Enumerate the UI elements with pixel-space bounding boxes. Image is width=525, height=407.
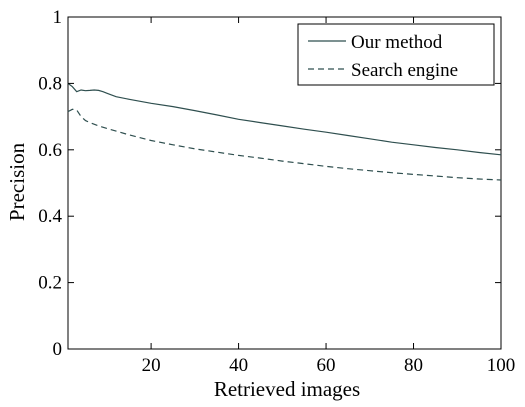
- y-tick-label: 0.6: [38, 140, 62, 161]
- x-tick-label: 40: [229, 355, 248, 376]
- legend-label-search-engine: Search engine: [351, 60, 458, 81]
- legend-box: [297, 23, 495, 86]
- x-tick-label: 60: [317, 355, 336, 376]
- y-tick-label: 1: [53, 7, 63, 28]
- plot-area-frame: [67, 16, 502, 350]
- y-tick-label: 0: [53, 339, 63, 360]
- x-tick-label: 80: [404, 355, 423, 376]
- y-tick-label: 0.8: [38, 73, 62, 94]
- x-tick-label: 20: [142, 355, 161, 376]
- y-tick-label: 0.4: [38, 206, 62, 227]
- series-line-search-engine: [67, 108, 502, 181]
- legend-label-our-method: Our method: [351, 32, 443, 53]
- y-tick-label: 0.2: [38, 273, 62, 294]
- plot-frame-group: [67, 16, 502, 350]
- x-tick-label: 100: [487, 355, 516, 376]
- ticks-group: 20 40 60 80 100 0 0.2 0.4 0.6 0.8 1: [38, 7, 515, 376]
- series-group: [67, 82, 502, 181]
- series-line-our-method: [67, 82, 502, 156]
- x-axis-label: Retrieved images: [214, 377, 360, 401]
- legend: Our method Search engine: [297, 23, 495, 86]
- y-axis-label: Precision: [5, 142, 29, 221]
